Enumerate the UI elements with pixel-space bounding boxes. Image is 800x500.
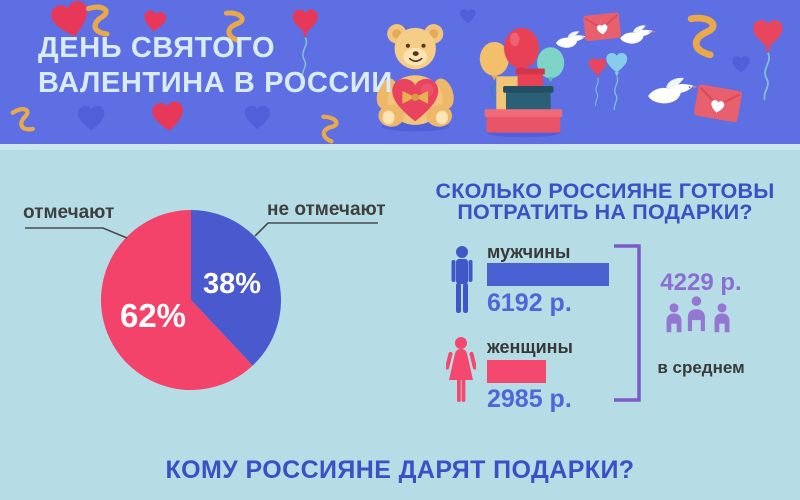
bottom-section-title: КОМУ РОССИЯНЕ ДАРЯТ ПОДАРКИ? — [165, 456, 635, 484]
streamer-icon — [89, 7, 107, 34]
women-bar — [487, 360, 546, 383]
women-label: женщины — [487, 337, 573, 357]
heart-icon — [244, 105, 270, 130]
heart-balloon-icon — [588, 57, 607, 107]
heart-icon — [460, 9, 476, 24]
heart-balloon-icon — [752, 19, 784, 101]
spend-section-title: СКОЛЬКО РОССИЯНЕ ГОТОВЫ ПОТРАТИТЬ НА ПОД… — [420, 179, 790, 224]
average-label: в среднем — [657, 358, 745, 377]
callout-line-not-celebrate — [254, 222, 378, 237]
dove-icon — [648, 77, 698, 104]
page-title-line1: ДЕНЬ СВЯТОГО — [38, 32, 276, 64]
envelope-icon — [692, 82, 744, 124]
streamer-icon — [12, 108, 32, 133]
pie-value-celebrate: 62% — [119, 297, 187, 334]
men-label: мужчины — [487, 242, 571, 262]
people-group-icon — [666, 294, 730, 333]
men-bar — [487, 263, 609, 286]
man-icon — [451, 246, 473, 313]
spend-title-line1: СКОЛЬКО РОССИЯНЕ ГОТОВЫ — [435, 179, 775, 203]
spend-title-line2: ПОТРАТИТЬ НА ПОДАРКИ? — [457, 200, 753, 224]
gifts-balloons-icon — [479, 27, 565, 139]
heart-balloon-icon — [605, 52, 628, 111]
heart-icon — [732, 56, 750, 73]
pie-slice-не отмечают — [191, 210, 281, 366]
pie-label-not-celebrate: не отмечают — [267, 199, 386, 220]
pie-slices — [100, 210, 281, 390]
average-value: 4229 р. — [660, 269, 742, 296]
women-value: 2985 р. — [487, 385, 572, 413]
streamer-icon — [317, 116, 338, 142]
pie-slice-отмечают — [100, 210, 253, 390]
page-title-line2: ВАЛЕНТИНА В РОССИИ — [38, 67, 393, 99]
charts-overlay — [25, 210, 641, 402]
dove-icon — [620, 25, 656, 44]
dove-icon — [556, 31, 588, 48]
heart-icon — [77, 105, 105, 131]
pie-value-not-celebrate: 38% — [202, 268, 262, 300]
woman-icon — [446, 337, 476, 402]
banner-bottom-strip — [0, 144, 800, 150]
men-value: 6192 р. — [487, 289, 572, 317]
heart-icon — [142, 9, 167, 33]
banner: ДЕНЬ СВЯТОГО ВАЛЕНТИНА В РОССИИ — [0, 0, 800, 144]
heart-icon — [151, 100, 186, 133]
pie-label-celebrate: отмечают — [23, 202, 115, 223]
envelope-icon — [582, 11, 623, 43]
callout-line-celebrate — [25, 227, 128, 239]
streamer-icon — [687, 17, 716, 55]
average-bracket — [614, 244, 641, 402]
page-title: ДЕНЬ СВЯТОГО ВАЛЕНТИНА В РОССИИ — [38, 31, 393, 101]
pie-chart — [100, 210, 281, 390]
